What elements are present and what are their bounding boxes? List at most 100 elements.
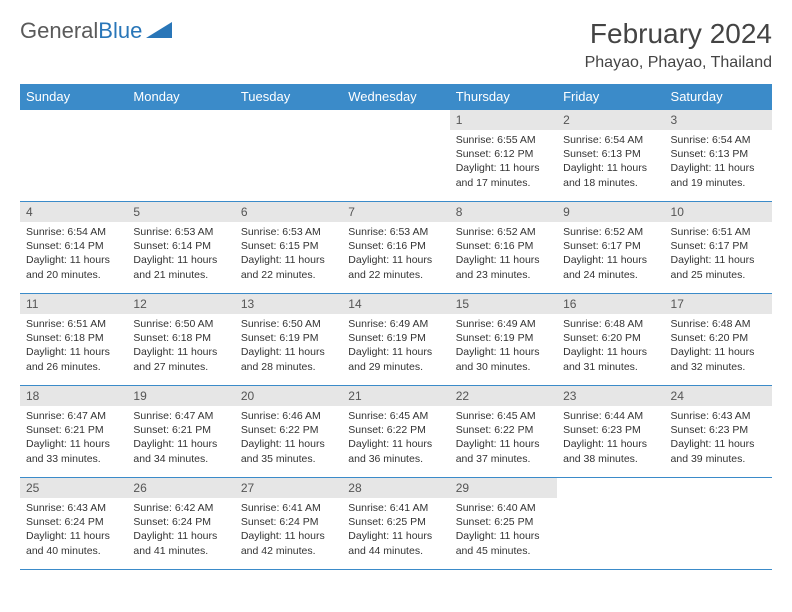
day-number: 5 xyxy=(127,202,234,222)
day-number: 14 xyxy=(342,294,449,314)
sunrise-text: Sunrise: 6:54 AM xyxy=(563,133,658,147)
sunset-text: Sunset: 6:23 PM xyxy=(671,423,766,437)
day-number: 19 xyxy=(127,386,234,406)
day-details: Sunrise: 6:45 AMSunset: 6:22 PMDaylight:… xyxy=(450,406,557,470)
day-number: 11 xyxy=(20,294,127,314)
day-details: Sunrise: 6:47 AMSunset: 6:21 PMDaylight:… xyxy=(20,406,127,470)
day-number: 24 xyxy=(665,386,772,406)
day-details: Sunrise: 6:48 AMSunset: 6:20 PMDaylight:… xyxy=(557,314,664,378)
logo-text-2: Blue xyxy=(98,18,142,44)
title-block: February 2024 Phayao, Phayao, Thailand xyxy=(585,18,772,72)
day-number: 1 xyxy=(450,110,557,130)
calendar-cell: 3Sunrise: 6:54 AMSunset: 6:13 PMDaylight… xyxy=(665,110,772,202)
day-number: 3 xyxy=(665,110,772,130)
sunset-text: Sunset: 6:16 PM xyxy=(456,239,551,253)
sunset-text: Sunset: 6:20 PM xyxy=(671,331,766,345)
location: Phayao, Phayao, Thailand xyxy=(585,54,772,72)
daylight-text: Daylight: 11 hours and 18 minutes. xyxy=(563,161,658,189)
sunset-text: Sunset: 6:25 PM xyxy=(456,515,551,529)
sunrise-text: Sunrise: 6:53 AM xyxy=(241,225,336,239)
day-number xyxy=(235,110,342,116)
sunrise-text: Sunrise: 6:45 AM xyxy=(348,409,443,423)
calendar-cell: 18Sunrise: 6:47 AMSunset: 6:21 PMDayligh… xyxy=(20,386,127,478)
sunrise-text: Sunrise: 6:53 AM xyxy=(133,225,228,239)
calendar-cell: 12Sunrise: 6:50 AMSunset: 6:18 PMDayligh… xyxy=(127,294,234,386)
calendar-cell: 23Sunrise: 6:44 AMSunset: 6:23 PMDayligh… xyxy=(557,386,664,478)
sunrise-text: Sunrise: 6:44 AM xyxy=(563,409,658,423)
month-title: February 2024 xyxy=(585,18,772,50)
day-details: Sunrise: 6:43 AMSunset: 6:24 PMDaylight:… xyxy=(20,498,127,562)
sunset-text: Sunset: 6:21 PM xyxy=(26,423,121,437)
sunrise-text: Sunrise: 6:41 AM xyxy=(241,501,336,515)
weekday-header-row: Sunday Monday Tuesday Wednesday Thursday… xyxy=(20,84,772,110)
day-details: Sunrise: 6:54 AMSunset: 6:13 PMDaylight:… xyxy=(665,130,772,194)
daylight-text: Daylight: 11 hours and 19 minutes. xyxy=(671,161,766,189)
calendar-cell: 2 Sunrise: 6:54 AMSunset: 6:13 PMDaylight… xyxy=(557,110,664,202)
sunrise-text: Sunrise: 6:54 AM xyxy=(26,225,121,239)
daylight-text: Daylight: 11 hours and 20 minutes. xyxy=(26,253,121,281)
calendar-cell: 27Sunrise: 6:41 AMSunset: 6:24 PMDayligh… xyxy=(235,478,342,570)
daylight-text: Daylight: 11 hours and 40 minutes. xyxy=(26,529,121,557)
daylight-text: Daylight: 11 hours and 31 minutes. xyxy=(563,345,658,373)
calendar-cell: 4Sunrise: 6:54 AMSunset: 6:14 PMDaylight… xyxy=(20,202,127,294)
calendar-week-row: 11Sunrise: 6:51 AMSunset: 6:18 PMDayligh… xyxy=(20,294,772,386)
sunset-text: Sunset: 6:13 PM xyxy=(563,147,658,161)
sunset-text: Sunset: 6:17 PM xyxy=(563,239,658,253)
day-number: 21 xyxy=(342,386,449,406)
day-details: Sunrise: 6:52 AMSunset: 6:16 PMDaylight:… xyxy=(450,222,557,286)
calendar-cell: 24Sunrise: 6:43 AMSunset: 6:23 PMDayligh… xyxy=(665,386,772,478)
sunrise-text: Sunrise: 6:49 AM xyxy=(456,317,551,331)
sunset-text: Sunset: 6:24 PM xyxy=(26,515,121,529)
day-number: 10 xyxy=(665,202,772,222)
sunrise-text: Sunrise: 6:45 AM xyxy=(456,409,551,423)
day-number: 6 xyxy=(235,202,342,222)
day-number: 29 xyxy=(450,478,557,498)
sunrise-text: Sunrise: 6:43 AM xyxy=(26,501,121,515)
sunset-text: Sunset: 6:22 PM xyxy=(241,423,336,437)
day-details: Sunrise: 6:44 AMSunset: 6:23 PMDaylight:… xyxy=(557,406,664,470)
sunrise-text: Sunrise: 6:43 AM xyxy=(671,409,766,423)
day-number: 23 xyxy=(557,386,664,406)
calendar-cell: 22Sunrise: 6:45 AMSunset: 6:22 PMDayligh… xyxy=(450,386,557,478)
daylight-text: Daylight: 11 hours and 45 minutes. xyxy=(456,529,551,557)
sunrise-text: Sunrise: 6:50 AM xyxy=(241,317,336,331)
day-number: 25 xyxy=(20,478,127,498)
sunrise-text: Sunrise: 6:48 AM xyxy=(671,317,766,331)
calendar-cell: 25Sunrise: 6:43 AMSunset: 6:24 PMDayligh… xyxy=(20,478,127,570)
calendar-week-row: 25Sunrise: 6:43 AMSunset: 6:24 PMDayligh… xyxy=(20,478,772,570)
calendar-cell: 11Sunrise: 6:51 AMSunset: 6:18 PMDayligh… xyxy=(20,294,127,386)
logo-text-1: General xyxy=(20,18,98,44)
logo: GeneralBlue xyxy=(20,18,172,44)
day-details: Sunrise: 6:42 AMSunset: 6:24 PMDaylight:… xyxy=(127,498,234,562)
weekday-header: Tuesday xyxy=(235,84,342,110)
calendar-cell: 8Sunrise: 6:52 AMSunset: 6:16 PMDaylight… xyxy=(450,202,557,294)
sunrise-text: Sunrise: 6:46 AM xyxy=(241,409,336,423)
calendar-cell: 21Sunrise: 6:45 AMSunset: 6:22 PMDayligh… xyxy=(342,386,449,478)
sunset-text: Sunset: 6:17 PM xyxy=(671,239,766,253)
daylight-text: Daylight: 11 hours and 27 minutes. xyxy=(133,345,228,373)
sunset-text: Sunset: 6:24 PM xyxy=(241,515,336,529)
calendar-cell xyxy=(557,478,664,570)
day-number xyxy=(342,110,449,116)
sunset-text: Sunset: 6:21 PM xyxy=(133,423,228,437)
daylight-text: Daylight: 11 hours and 35 minutes. xyxy=(241,437,336,465)
sunset-text: Sunset: 6:18 PM xyxy=(26,331,121,345)
day-number: 2 xyxy=(557,110,664,130)
daylight-text: Daylight: 11 hours and 41 minutes. xyxy=(133,529,228,557)
day-details: Sunrise: 6:53 AMSunset: 6:16 PMDaylight:… xyxy=(342,222,449,286)
calendar-cell: 5Sunrise: 6:53 AMSunset: 6:14 PMDaylight… xyxy=(127,202,234,294)
calendar-week-row: 4Sunrise: 6:54 AMSunset: 6:14 PMDaylight… xyxy=(20,202,772,294)
daylight-text: Daylight: 11 hours and 26 minutes. xyxy=(26,345,121,373)
daylight-text: Daylight: 11 hours and 29 minutes. xyxy=(348,345,443,373)
sunrise-text: Sunrise: 6:42 AM xyxy=(133,501,228,515)
calendar-cell: 20Sunrise: 6:46 AMSunset: 6:22 PMDayligh… xyxy=(235,386,342,478)
sunset-text: Sunset: 6:18 PM xyxy=(133,331,228,345)
daylight-text: Daylight: 11 hours and 36 minutes. xyxy=(348,437,443,465)
calendar-cell: 15Sunrise: 6:49 AMSunset: 6:19 PMDayligh… xyxy=(450,294,557,386)
calendar-cell: 1Sunrise: 6:55 AMSunset: 6:12 PMDaylight… xyxy=(450,110,557,202)
daylight-text: Daylight: 11 hours and 28 minutes. xyxy=(241,345,336,373)
day-details: Sunrise: 6:51 AMSunset: 6:17 PMDaylight:… xyxy=(665,222,772,286)
day-number: 13 xyxy=(235,294,342,314)
sunrise-text: Sunrise: 6:48 AM xyxy=(563,317,658,331)
daylight-text: Daylight: 11 hours and 22 minutes. xyxy=(348,253,443,281)
